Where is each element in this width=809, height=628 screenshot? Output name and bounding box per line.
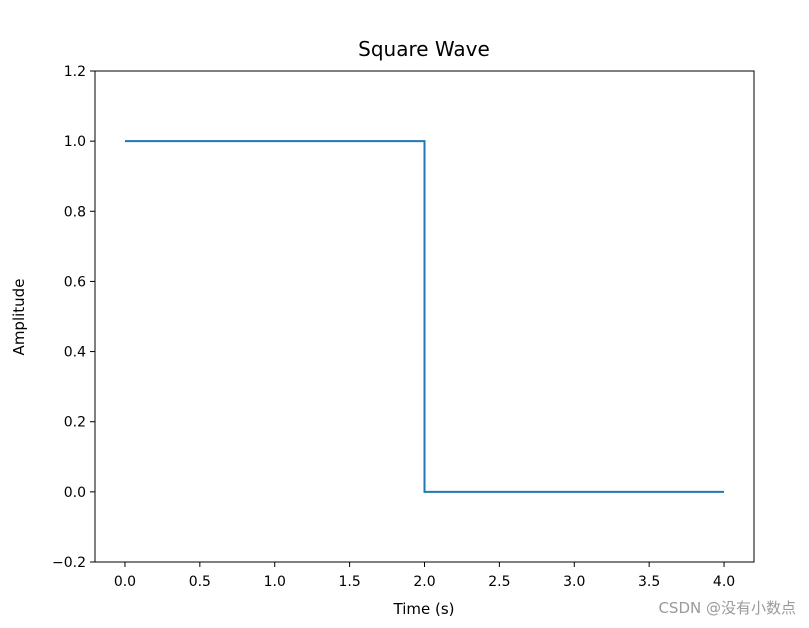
plot-area-frame (94, 70, 755, 563)
y-axis-label: Amplitude (10, 279, 28, 356)
y-tick-label: 0.6 (64, 274, 86, 290)
x-tick-label: 1.5 (338, 574, 360, 590)
x-tick-label: 3.0 (563, 574, 585, 590)
y-tick-label: 0.0 (64, 485, 86, 501)
y-tick-label: 0.4 (64, 345, 86, 361)
y-tick-label: 1.2 (64, 64, 86, 80)
watermark-text: CSDN @没有小数点 (658, 599, 796, 617)
x-tick-label: 3.5 (638, 574, 660, 590)
x-tick-label: 1.0 (264, 574, 286, 590)
x-axis-label: Time (s) (393, 600, 455, 618)
x-tick-label: 2.0 (413, 574, 435, 590)
y-tick-label: −0.2 (52, 555, 86, 571)
data-series (124, 140, 725, 493)
x-tick-label: 2.5 (488, 574, 510, 590)
chart-title: Square Wave (358, 37, 490, 61)
series-line (124, 140, 725, 493)
x-tick-label: 4.0 (713, 574, 735, 590)
y-tick-label: 0.2 (64, 415, 86, 431)
axis-ticks: 0.0 0.5 1.0 1.5 2.0 2.5 3.0 3.5 4.0 −0.2 0.0 0.2 0.4… (52, 64, 735, 590)
x-tick-label: 0.5 (189, 574, 211, 590)
y-tick-label: 0.8 (64, 204, 86, 220)
x-tick-label: 0.0 (114, 574, 136, 590)
y-tick-label: 1.0 (64, 134, 86, 150)
